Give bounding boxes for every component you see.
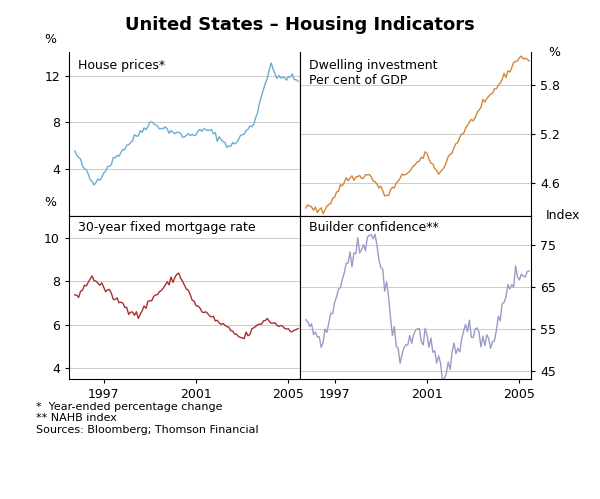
- Text: House prices*: House prices*: [78, 59, 166, 72]
- Y-axis label: Index: Index: [546, 209, 581, 222]
- Text: 30-year fixed mortgage rate: 30-year fixed mortgage rate: [78, 221, 256, 234]
- Text: Builder confidence**: Builder confidence**: [309, 221, 439, 234]
- Y-axis label: %: %: [44, 196, 56, 209]
- Text: Dwelling investment
Per cent of GDP: Dwelling investment Per cent of GDP: [309, 59, 438, 87]
- Text: United States – Housing Indicators: United States – Housing Indicators: [125, 16, 475, 34]
- Y-axis label: %: %: [548, 46, 560, 59]
- Text: *  Year-ended percentage change
** NAHB index
Sources: Bloomberg; Thomson Financ: * Year-ended percentage change ** NAHB i…: [36, 402, 259, 435]
- Y-axis label: %: %: [44, 33, 56, 46]
